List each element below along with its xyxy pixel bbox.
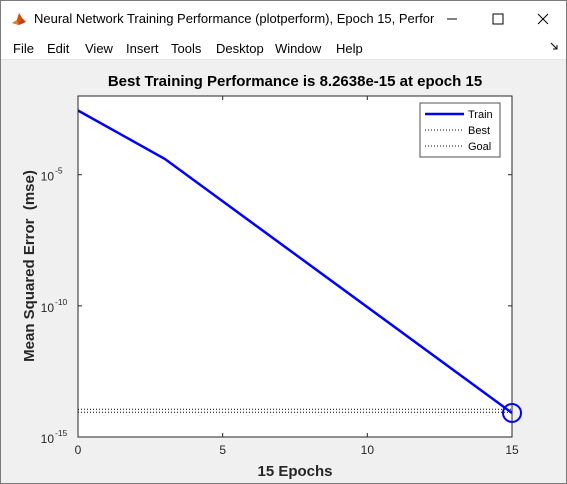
menu-window[interactable]: Window (275, 41, 322, 56)
legend: Train Best Goal (419, 102, 501, 158)
y-tick-label: 10 (41, 432, 55, 446)
minimize-icon (447, 18, 457, 20)
legend-label-best: Best (468, 125, 490, 137)
menu-bar: File Edit View Insert Tools Desktop Wind… (1, 37, 566, 60)
y-tick-exponent: -10 (55, 297, 68, 307)
axes-box (77, 95, 513, 438)
maximize-icon (492, 13, 504, 25)
y-axis-label: Mean Squared Error (mse) (21, 170, 38, 362)
menu-insert[interactable]: Insert (126, 41, 159, 56)
x-tick-label: 0 (75, 443, 82, 457)
minimize-button[interactable] (429, 1, 475, 37)
y-tick-label: 10 (41, 170, 55, 184)
y-tick-exponent: -15 (55, 428, 68, 438)
matlab-icon (12, 13, 26, 25)
close-icon (537, 13, 549, 25)
menu-tools[interactable]: Tools (171, 41, 202, 56)
menu-edit[interactable]: Edit (47, 41, 70, 56)
title-bar[interactable]: Neural Network Training Performance (plo… (1, 1, 566, 37)
close-button[interactable] (520, 1, 566, 37)
figure-canvas: Best Training Performance is 8.2638e-15 … (1, 60, 566, 483)
x-tick-label: 15 (505, 443, 519, 457)
dock-arrow-icon[interactable] (550, 42, 558, 50)
x-axis-label: 15 Epochs (257, 463, 332, 480)
performance-chart: Best Training Performance is 8.2638e-15 … (21, 73, 522, 480)
x-tick-label: 10 (361, 443, 375, 457)
legend-box (419, 102, 501, 158)
menu-help[interactable]: Help (336, 41, 363, 56)
menu-file[interactable]: File (13, 41, 34, 56)
y-tick-label: 10 (41, 301, 55, 315)
menu-view[interactable]: View (85, 41, 113, 56)
window-title: Neural Network Training Performance (plo… (34, 11, 434, 26)
y-tick-exponent: -5 (55, 166, 63, 176)
legend-label-goal: Goal (468, 141, 491, 153)
x-tick-label: 5 (219, 443, 226, 457)
menu-desktop[interactable]: Desktop (216, 41, 264, 56)
train-series-line (77, 109, 513, 414)
chart-title: Best Training Performance is 8.2638e-15 … (108, 73, 482, 90)
maximize-button[interactable] (475, 1, 521, 37)
legend-label-train: Train (468, 109, 493, 121)
